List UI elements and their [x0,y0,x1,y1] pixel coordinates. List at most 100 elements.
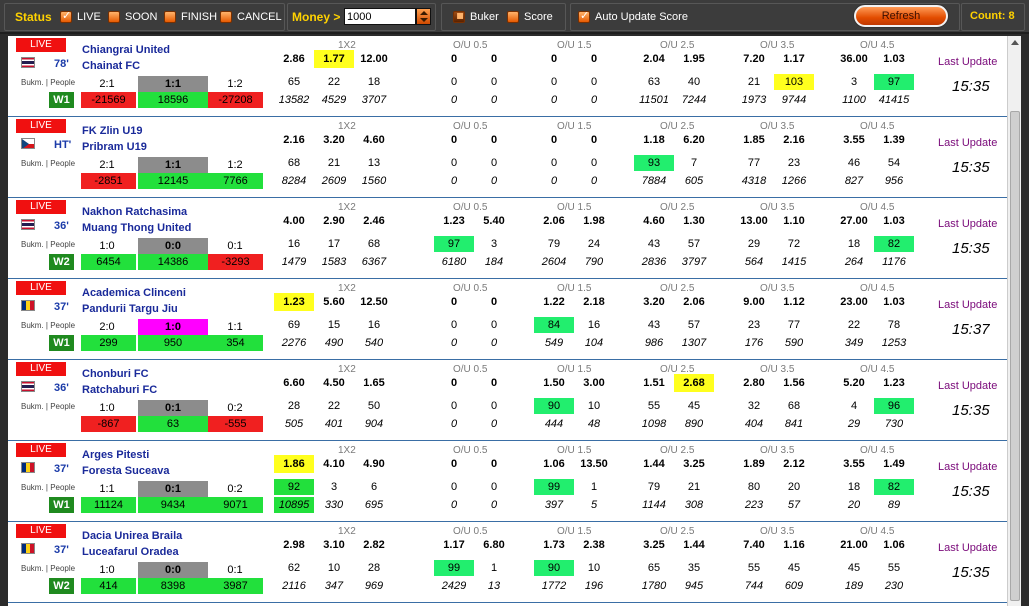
odds-value[interactable]: 7.20 [743,53,765,65]
odds-value[interactable]: 1.22 [543,296,565,308]
odds-value[interactable]: 0 [490,377,498,389]
odds-value[interactable]: 1.56 [783,377,805,389]
odds-value[interactable]: 1.89 [743,458,765,470]
odds-value[interactable]: 2.86 [283,53,305,65]
odds-value[interactable]: 1.44 [643,458,665,470]
odds-value[interactable]: 1.98 [583,215,605,227]
odds-value[interactable]: 0 [490,53,498,65]
odds-value[interactable]: 6.80 [483,539,505,551]
odds-value[interactable]: 1.17 [443,539,465,551]
odds-value[interactable]: 2.12 [783,458,805,470]
odds-value[interactable]: 1.77 [314,50,354,68]
odds-value[interactable]: 23.00 [840,296,868,308]
odds-value[interactable]: 2.18 [583,296,605,308]
away-team[interactable]: Ratchaburi FC [82,384,158,396]
away-team[interactable]: Pandurii Targu Jiu [82,303,178,315]
odds-value[interactable]: 0 [450,458,458,470]
odds-value[interactable]: 1.65 [363,377,385,389]
odds-value[interactable]: 6.60 [283,377,305,389]
away-team[interactable]: Chainat FC [82,60,141,72]
away-team[interactable]: Foresta Suceava [82,465,170,477]
odds-value[interactable]: 1.23 [274,293,314,311]
odds-value[interactable]: 0 [490,134,498,146]
odds-value[interactable]: 1.06 [543,458,565,470]
home-team[interactable]: FK Zlin U19 [82,125,143,137]
odds-value[interactable]: 1.03 [883,53,905,65]
odds-value[interactable]: 2.16 [283,134,305,146]
odds-value[interactable]: 3.55 [843,458,865,470]
odds-value[interactable]: 1.17 [783,53,805,65]
odds-value[interactable]: 4.60 [363,134,385,146]
odds-value[interactable]: 1.44 [683,539,705,551]
vertical-scrollbar[interactable] [1007,36,1021,606]
home-team[interactable]: Dacia Unirea Braila [82,530,183,542]
odds-value[interactable]: 1.03 [883,296,905,308]
odds-value[interactable]: 3.25 [643,539,665,551]
odds-value[interactable]: 1.86 [274,455,314,473]
odds-value[interactable]: 3.10 [323,539,345,551]
odds-value[interactable]: 21.00 [840,539,868,551]
odds-value[interactable]: 2.90 [323,215,345,227]
odds-value[interactable]: 2.98 [283,539,305,551]
odds-value[interactable]: 5.60 [323,296,345,308]
odds-value[interactable]: 4.60 [643,215,665,227]
odds-value[interactable]: 0 [450,134,458,146]
match-row[interactable]: LIVE HT' FK Zlin U19 Pribram U19 Bukm. | Peo… [8,117,1007,198]
odds-value[interactable]: 9.00 [743,296,765,308]
odds-value[interactable]: 2.06 [683,296,705,308]
odds-value[interactable]: 2.04 [643,53,665,65]
buker-checkbox[interactable] [453,8,465,23]
odds-value[interactable]: 0 [450,377,458,389]
odds-value[interactable]: 5.20 [843,377,865,389]
scroll-up-icon[interactable] [1011,40,1019,45]
odds-value[interactable]: 36.00 [840,53,868,65]
match-row[interactable]: LIVE 37' Dacia Unirea Braila Luceafarul Ora… [8,522,1007,603]
odds-value[interactable]: 2.06 [543,215,565,227]
odds-value[interactable]: 4.00 [283,215,305,227]
odds-value[interactable]: 3.00 [583,377,605,389]
odds-value[interactable]: 2.46 [363,215,385,227]
odds-value[interactable]: 4.10 [323,458,345,470]
odds-value[interactable]: 6.20 [683,134,705,146]
odds-value[interactable]: 2.80 [743,377,765,389]
home-team[interactable]: Academica Clinceni [82,287,186,299]
odds-value[interactable]: 27.00 [840,215,868,227]
odds-value[interactable]: 1.85 [743,134,765,146]
odds-value[interactable]: 1.51 [643,377,665,389]
odds-value[interactable]: 3.55 [843,134,865,146]
odds-value[interactable]: 12.00 [360,53,388,65]
live-checkbox[interactable] [60,9,72,23]
odds-value[interactable]: 4.90 [363,458,385,470]
odds-value[interactable]: 12.50 [360,296,388,308]
odds-value[interactable]: 1.73 [543,539,565,551]
odds-value[interactable]: 0 [550,53,558,65]
odds-value[interactable]: 0 [490,296,498,308]
odds-value[interactable]: 1.18 [643,134,665,146]
odds-value[interactable]: 7.40 [743,539,765,551]
money-input[interactable] [344,8,416,25]
money-spinner[interactable] [416,8,431,25]
odds-value[interactable]: 2.68 [674,374,714,392]
odds-value[interactable]: 1.30 [683,215,705,227]
odds-value[interactable]: 3.25 [683,458,705,470]
odds-value[interactable]: 0 [450,296,458,308]
match-row[interactable]: LIVE 36' Chonburi FC Ratchaburi FC Bukm. | P… [8,360,1007,441]
odds-value[interactable]: 0 [590,53,598,65]
odds-value[interactable]: 3.20 [643,296,665,308]
cancel-checkbox[interactable] [220,11,232,23]
odds-value[interactable]: 4.50 [323,377,345,389]
away-team[interactable]: Muang Thong United [82,222,192,234]
home-team[interactable]: Arges Pitesti [82,449,150,461]
odds-value[interactable]: 1.16 [783,539,805,551]
match-row[interactable]: LIVE 37' Academica Clinceni Pandurii Targu … [8,279,1007,360]
odds-value[interactable]: 2.38 [583,539,605,551]
odds-value[interactable]: 13.50 [580,458,608,470]
odds-value[interactable]: 1.23 [883,377,905,389]
odds-value[interactable]: 13.00 [740,215,768,227]
match-row[interactable]: LIVE 37' Arges Pitesti Foresta Suceava Bukm.… [8,441,1007,522]
odds-value[interactable]: 1.95 [683,53,705,65]
odds-value[interactable]: 1.10 [783,215,805,227]
away-team[interactable]: Luceafarul Oradea [82,546,179,558]
match-row[interactable]: LIVE 78' Chiangrai United Chainat FC Bukm. |… [8,36,1007,117]
odds-value[interactable]: 0 [550,134,558,146]
